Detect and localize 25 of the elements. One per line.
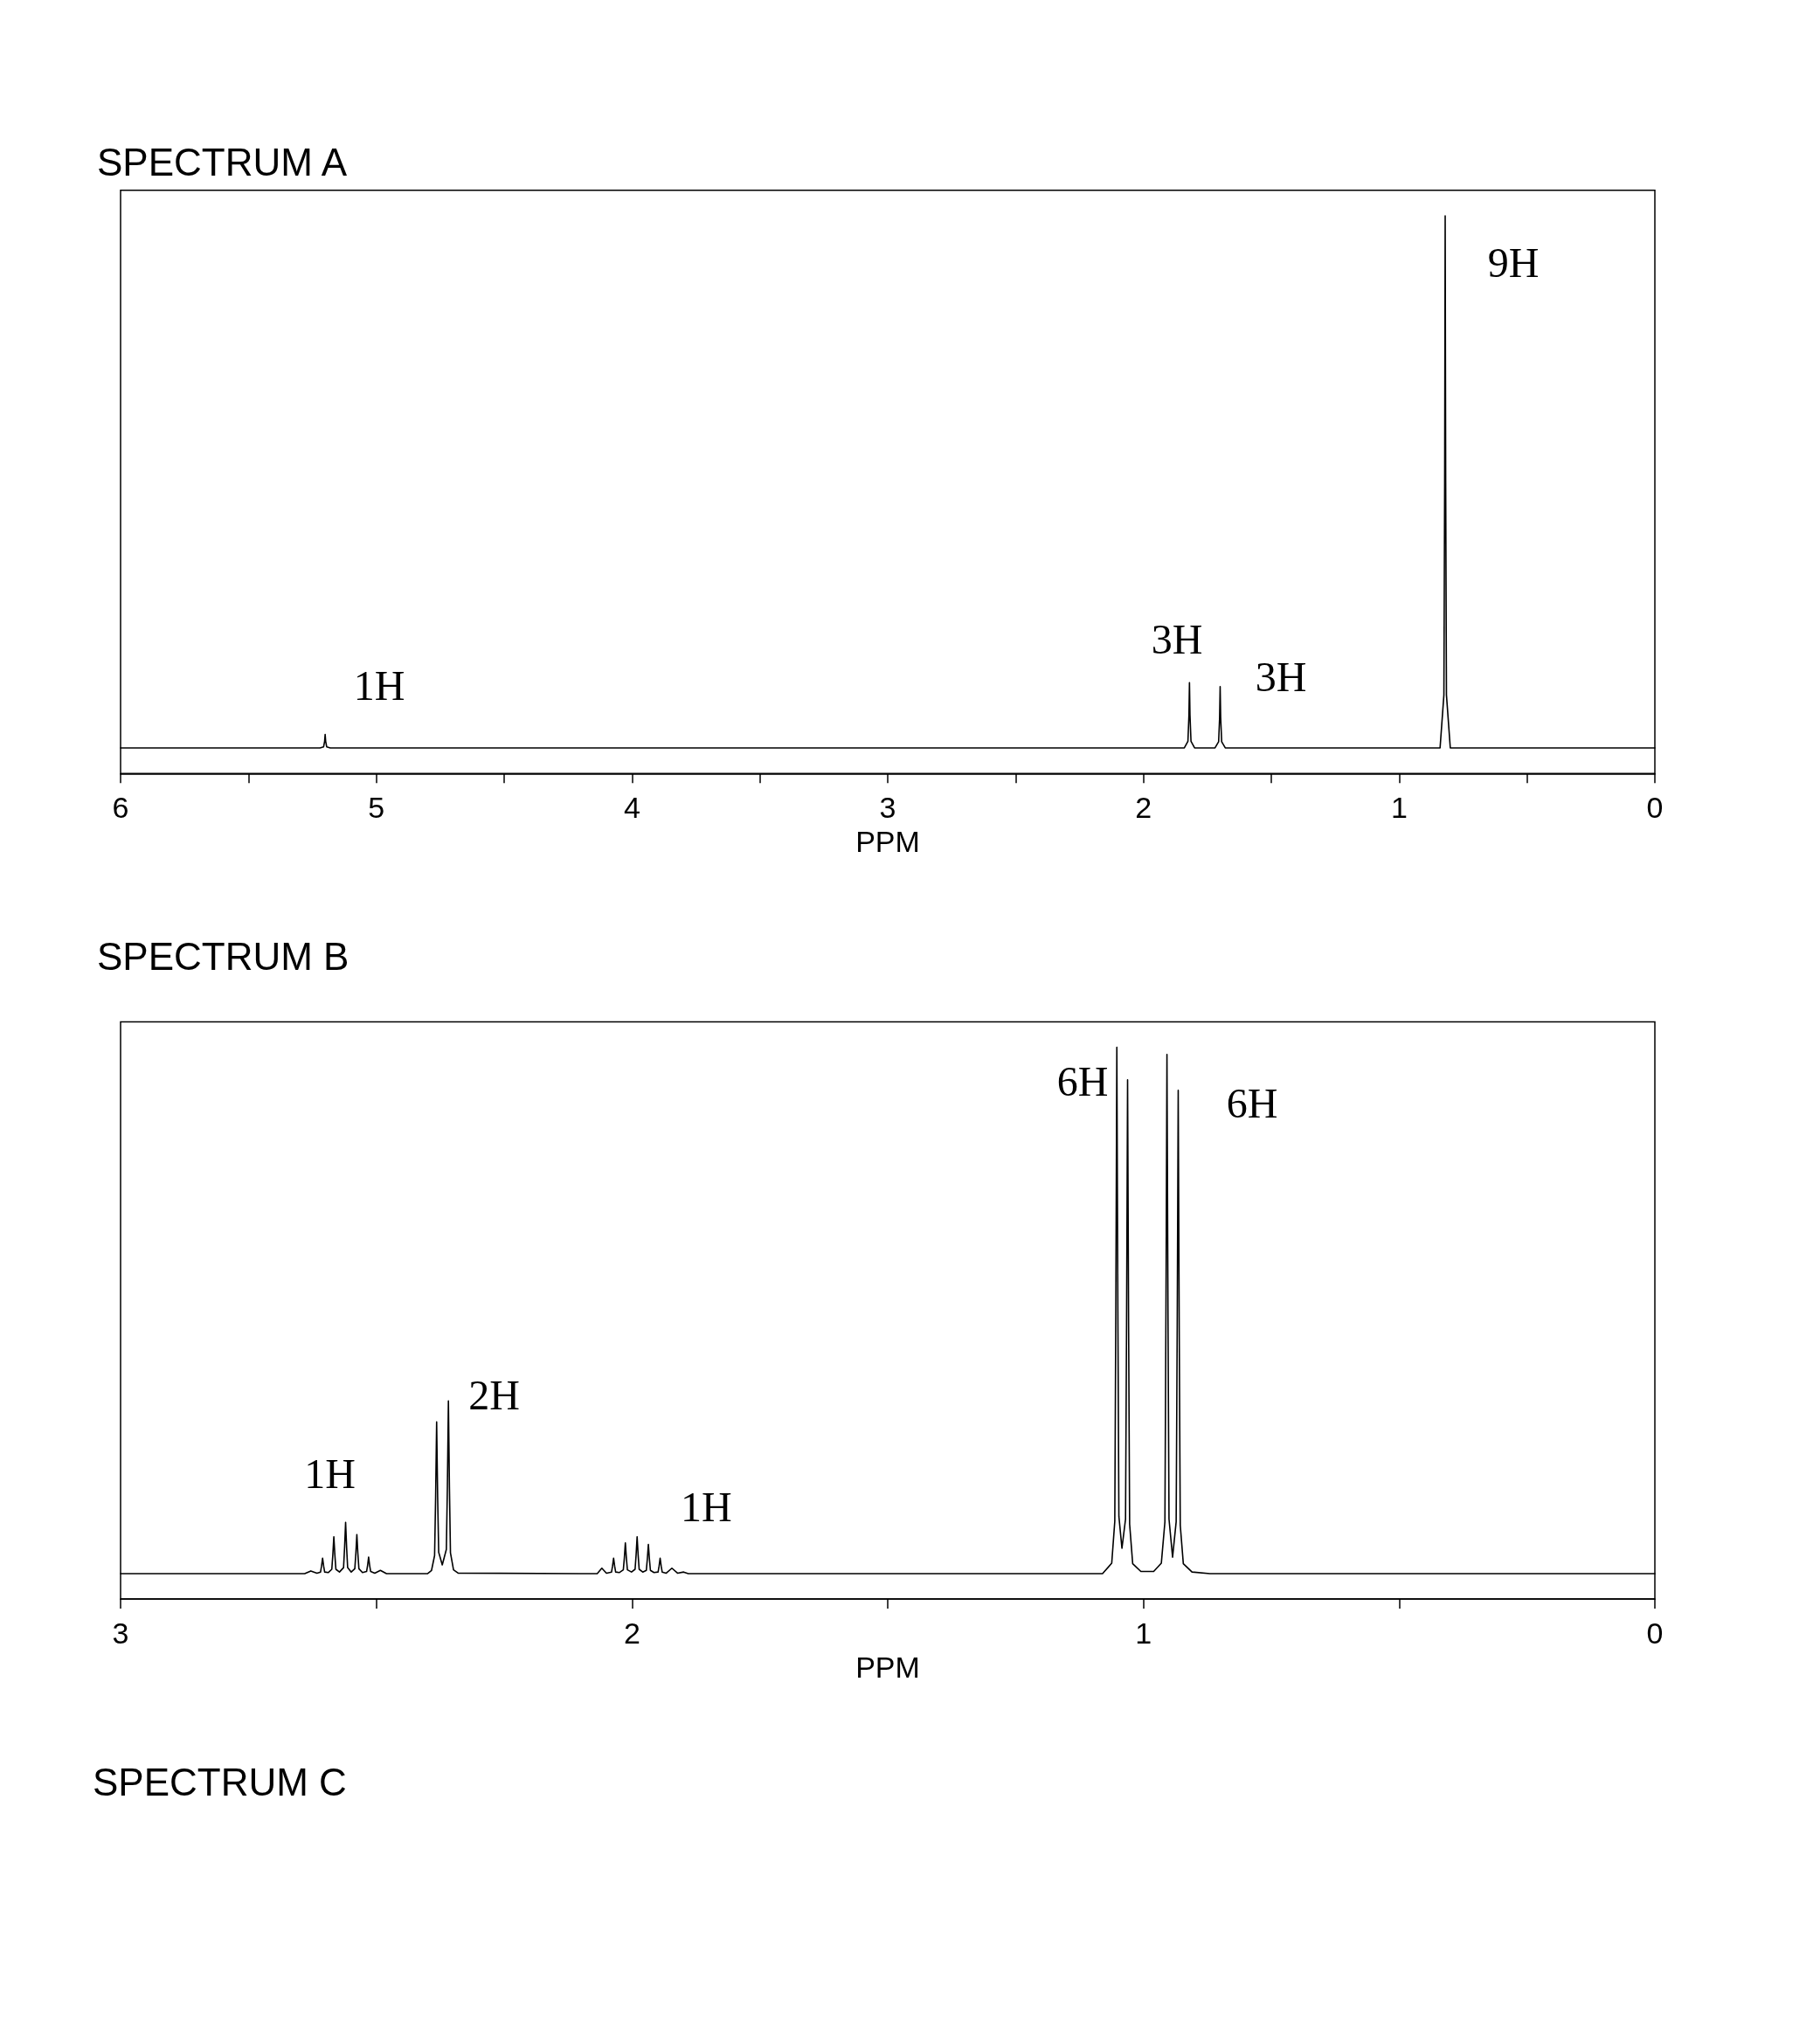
x-tick-label: 3 <box>112 1616 129 1651</box>
annotation: 2H <box>468 1371 520 1418</box>
x-tick-label: 2 <box>1135 791 1152 825</box>
x-tick-label: 0 <box>1646 1616 1664 1651</box>
x-tick-label: 5 <box>368 791 385 825</box>
annotation: 1H <box>304 1450 356 1497</box>
x-tick-label: 4 <box>623 791 640 825</box>
chart-title: SPECTRUM A <box>97 141 348 184</box>
x-axis-title: PPM <box>855 825 920 859</box>
x-tick-label: 6 <box>112 791 129 825</box>
x-axis-title: PPM <box>855 1651 920 1684</box>
chart-title: SPECTRUM B <box>97 935 349 979</box>
annotation: 3H <box>1151 615 1203 662</box>
text: SPECTRUM C <box>93 1760 347 1805</box>
x-tick-label: 1 <box>1135 1616 1152 1651</box>
x-tick-label: 1 <box>1390 791 1408 825</box>
annotation: 6H <box>1056 1058 1109 1105</box>
annotation: 1H <box>353 662 405 709</box>
annotation: 6H <box>1226 1080 1278 1127</box>
annotation: 9H <box>1487 239 1540 286</box>
x-tick-label: 3 <box>879 791 896 825</box>
x-tick-label: 0 <box>1646 791 1664 825</box>
x-tick-label: 2 <box>623 1616 640 1651</box>
annotation: 3H <box>1255 653 1307 700</box>
annotation: 1H <box>681 1484 732 1531</box>
